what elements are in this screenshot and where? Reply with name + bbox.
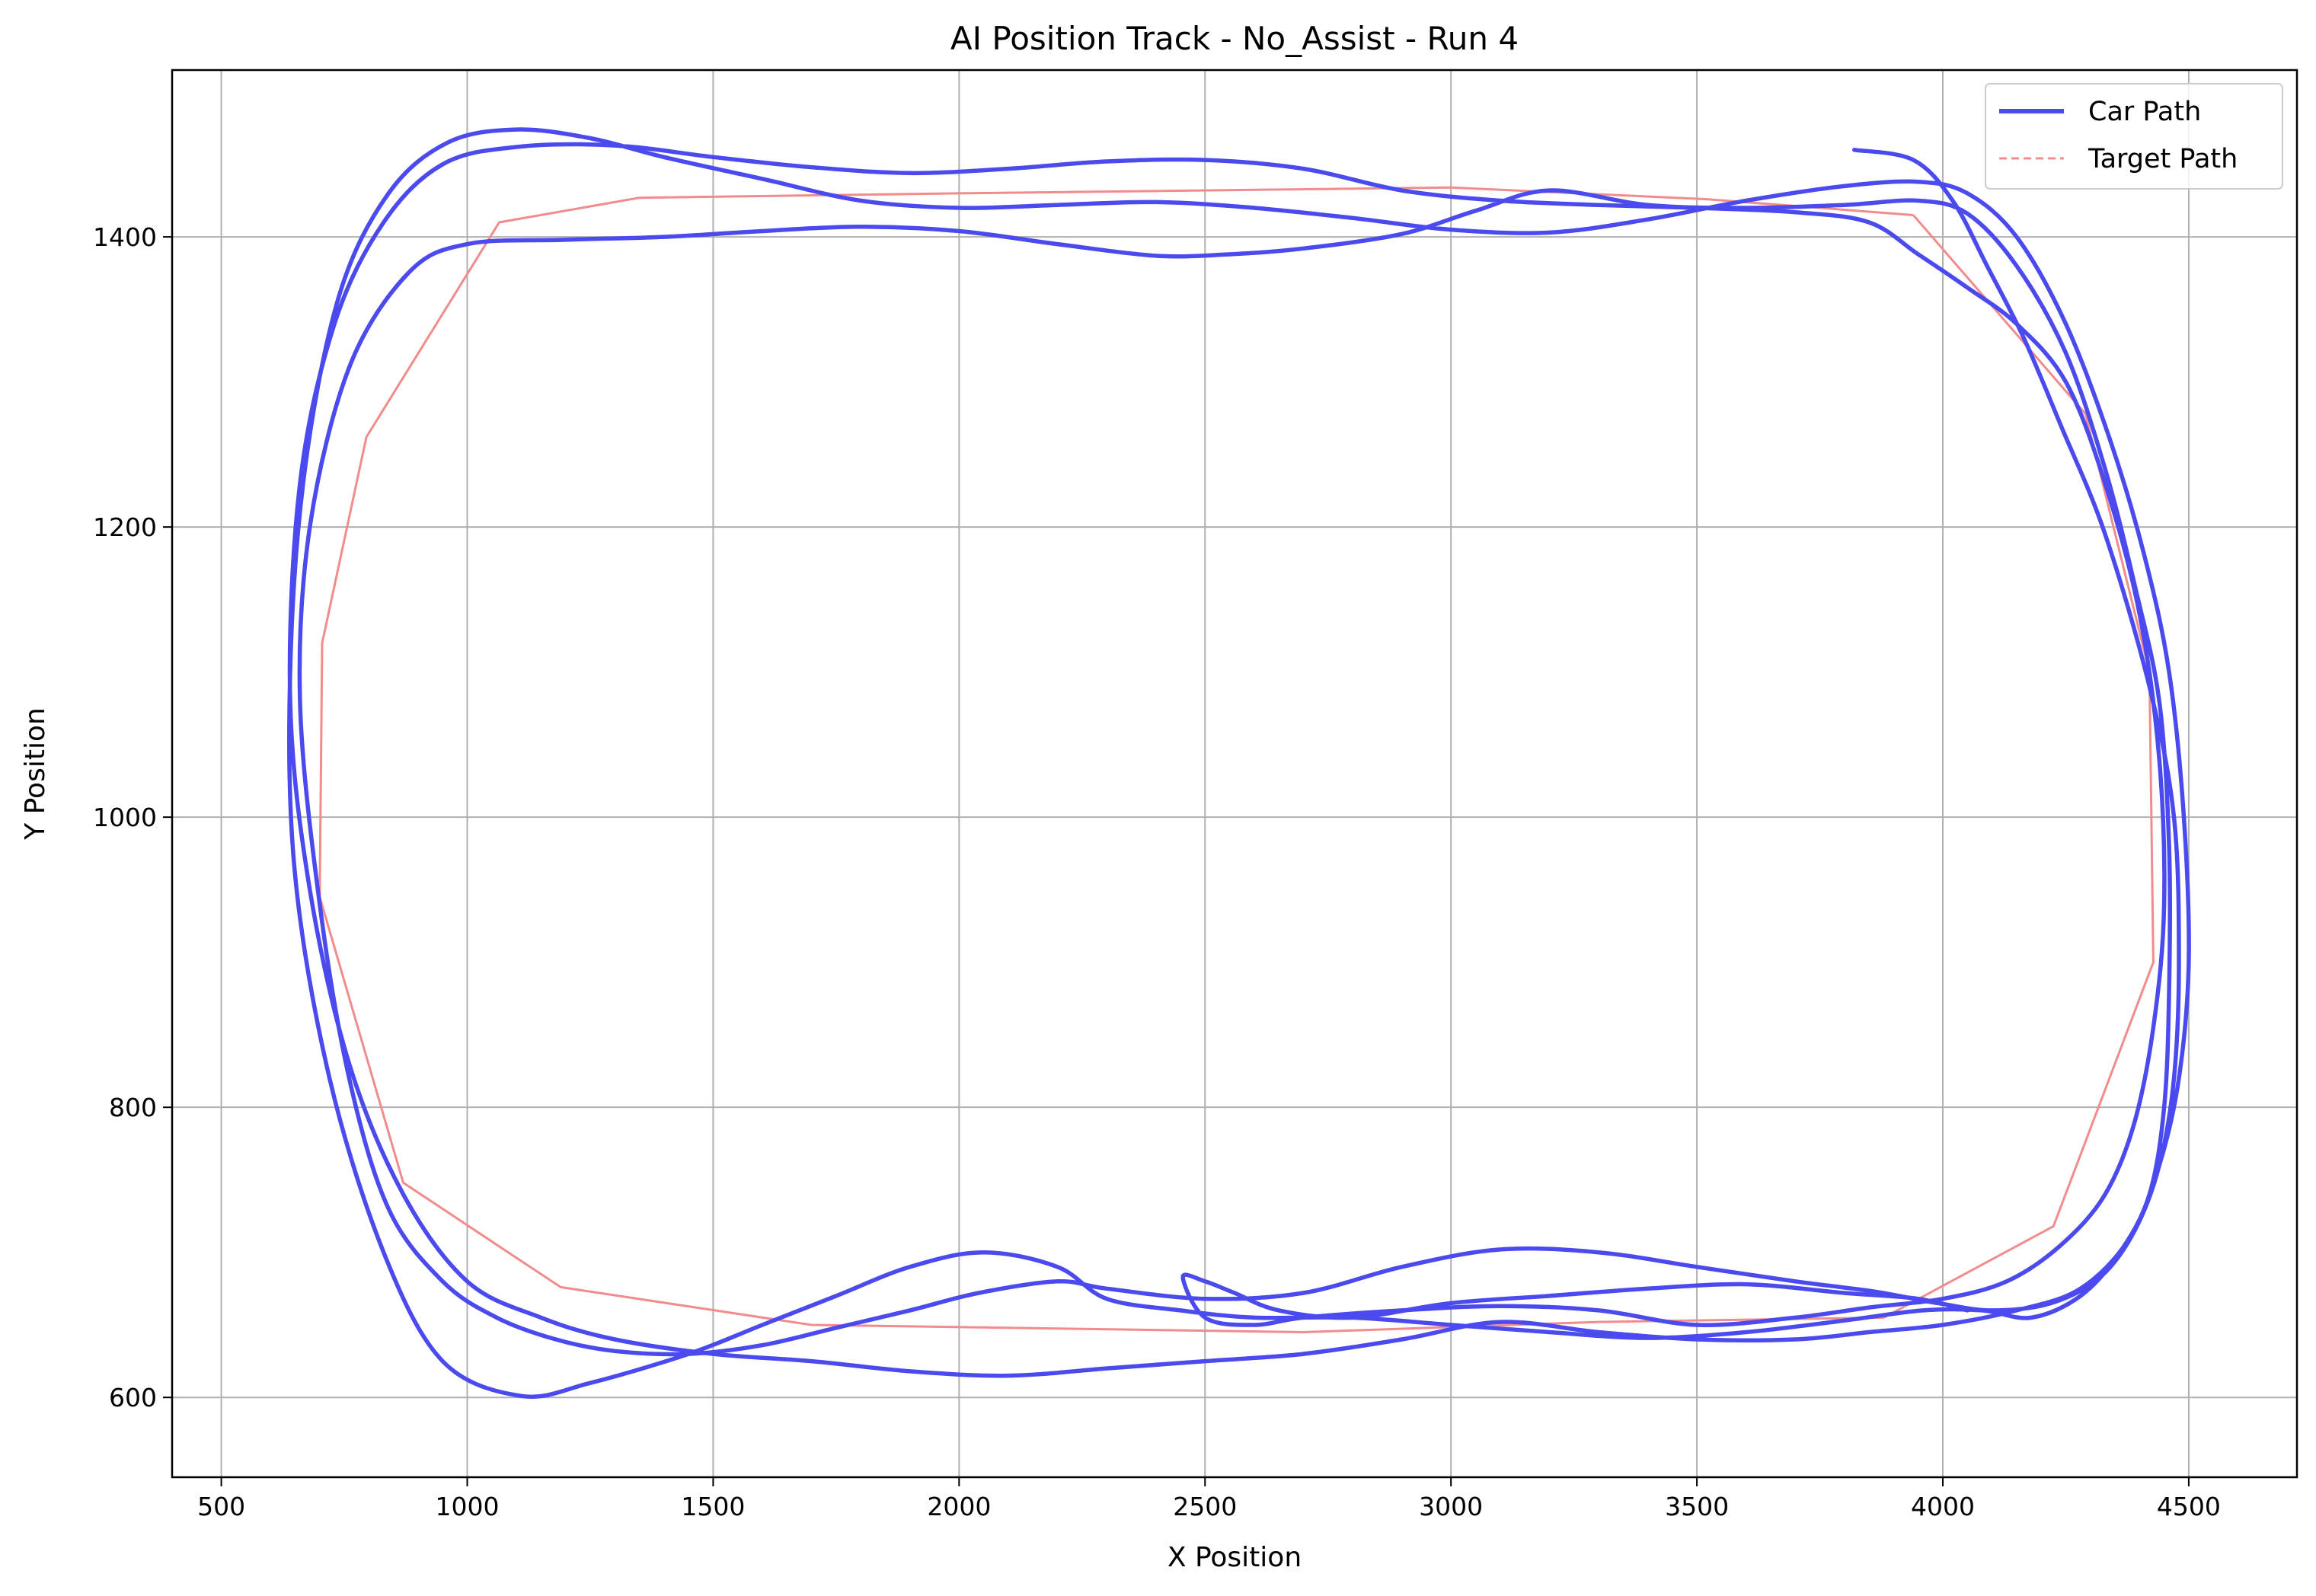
series-target-path <box>318 186 2155 1333</box>
legend: Car Path Target Path <box>1985 83 2283 190</box>
x-tick-label: 4000 <box>1911 1492 1975 1521</box>
y-axis-title: Y Position <box>20 707 51 841</box>
x-tick-label: 2000 <box>927 1492 991 1521</box>
ticks: 500 1000 1500 2000 2500 3000 3500 4000 4500 600 80… <box>93 222 2221 1521</box>
legend-label-target-path: Target Path <box>2088 144 2238 174</box>
grid <box>172 70 2297 1477</box>
x-tick-label: 1000 <box>436 1492 500 1521</box>
x-tick-label: 1500 <box>681 1492 745 1521</box>
x-axis-title: X Position <box>1168 1542 1302 1573</box>
plot-frame <box>171 69 2298 1479</box>
y-tick-label: 1200 <box>93 512 157 542</box>
legend-label-car-path: Car Path <box>2088 97 2201 127</box>
y-tick-label: 800 <box>109 1093 157 1122</box>
y-tick-label: 1000 <box>93 803 157 832</box>
x-tick-label: 2500 <box>1173 1492 1237 1521</box>
x-tick-label: 500 <box>197 1492 245 1521</box>
series-layer <box>287 127 2191 1399</box>
x-tick-label: 4500 <box>2157 1492 2221 1521</box>
y-tick-label: 600 <box>109 1383 157 1412</box>
x-tick-label: 3500 <box>1665 1492 1729 1521</box>
chart-title: AI Position Track - No_Assist - Run 4 <box>950 20 1519 57</box>
x-tick-label: 3000 <box>1419 1492 1483 1521</box>
series-car-path <box>287 127 2191 1399</box>
y-tick-label: 1400 <box>93 222 157 252</box>
